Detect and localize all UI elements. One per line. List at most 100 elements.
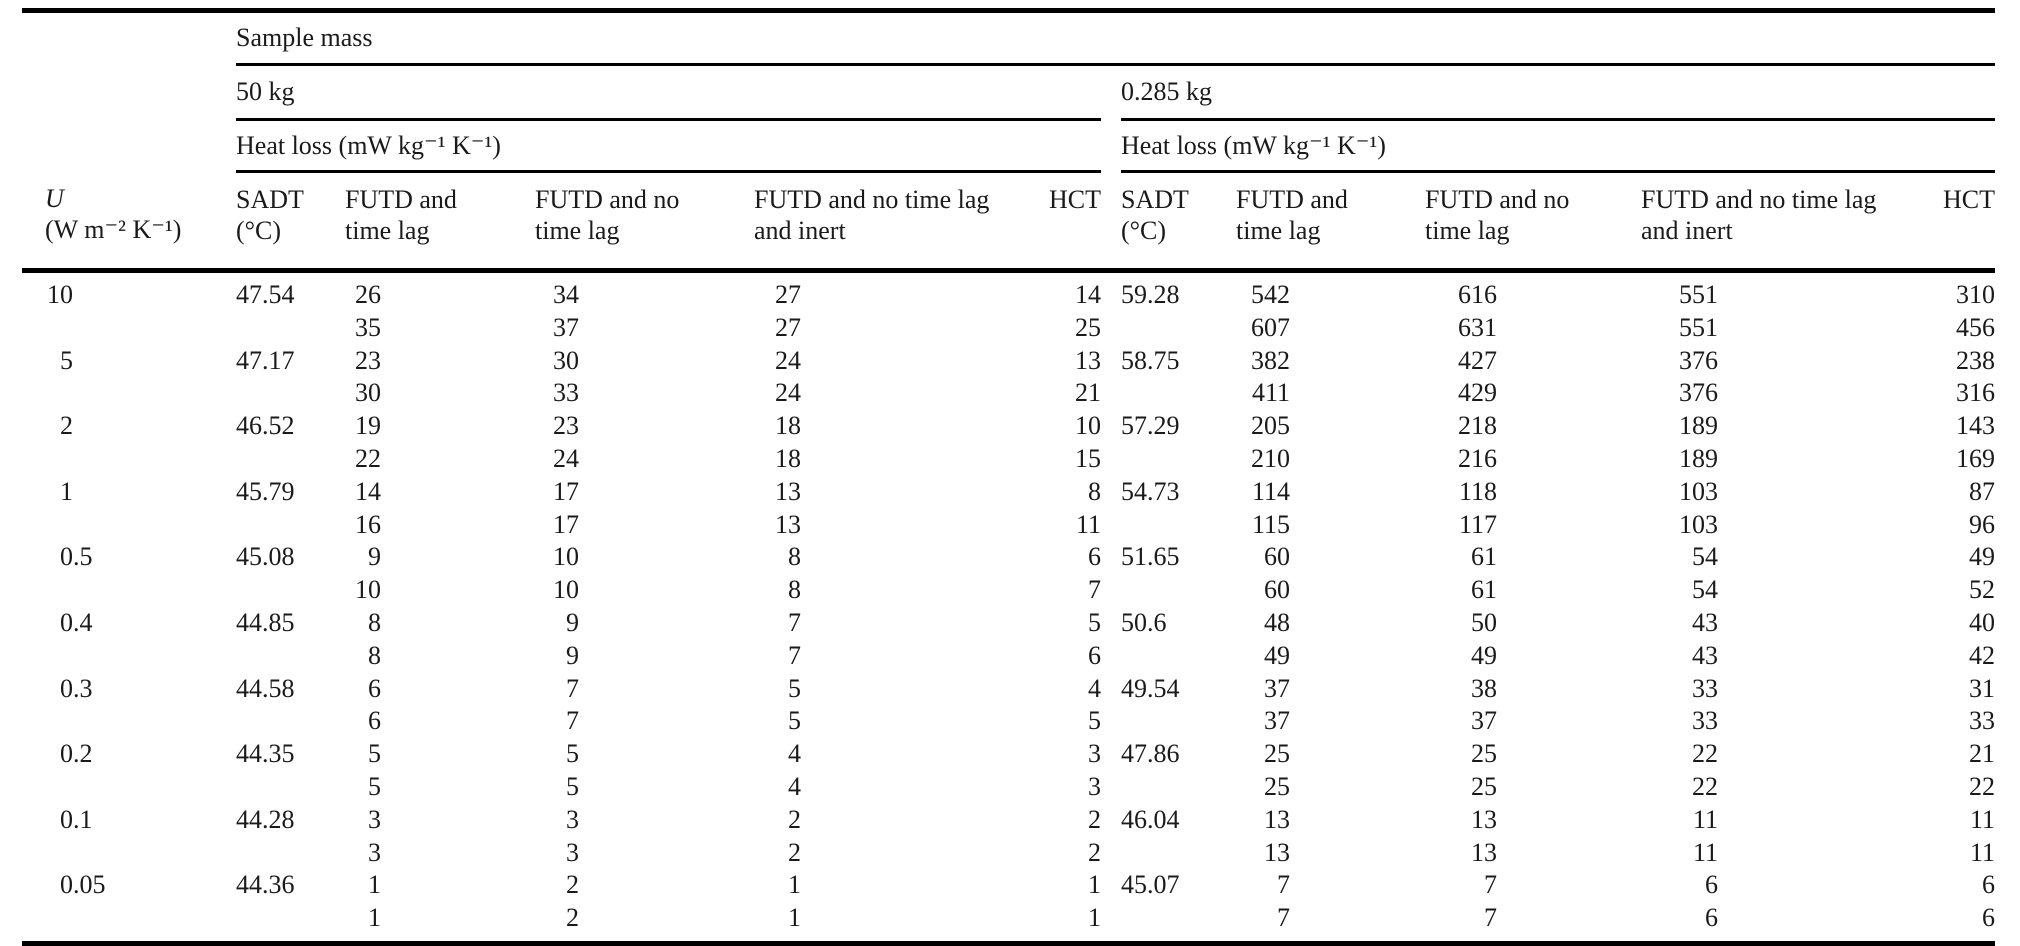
hct-cell-right: 6: [1982, 903, 1996, 933]
futd-no-time-lag-inert-cell-right: 43: [1641, 640, 1900, 673]
value: 54: [1692, 575, 1718, 605]
futd-no-time-lag-cell-right: 13: [1425, 837, 1641, 870]
value: 1: [368, 870, 381, 900]
column-gap: [1101, 804, 1121, 837]
value: 6: [368, 706, 381, 736]
hct-cell-right: 96: [1969, 509, 1996, 539]
value: 49: [1264, 640, 1290, 670]
futd-no-time-lag-inert-cell-right: 551: [1641, 271, 1900, 312]
value: 10: [355, 575, 381, 605]
data-row: 6 7 5 5 37 37 33 33: [22, 705, 1995, 738]
value: 61: [1471, 542, 1497, 572]
data-row: 3 3 2 2 13 13 11 11: [22, 837, 1995, 870]
futd-time-lag-cell-right: 542: [1236, 271, 1425, 312]
data-row: 8 9 7 6 49 49 43 42: [22, 640, 1995, 673]
futd-no-time-lag-inert-column-header-right: FUTD and no time lag and inert: [1641, 171, 1900, 273]
value: 189: [1679, 411, 1718, 441]
value: 9: [566, 607, 579, 637]
value: 43: [1692, 607, 1718, 637]
u-integer-part: 5: [60, 345, 73, 375]
value: 3: [566, 837, 579, 867]
value: 4: [788, 739, 801, 769]
value: 49: [1471, 640, 1497, 670]
sadt-cell-left: 44.35: [236, 739, 295, 769]
u-value-cell: 2: [22, 410, 236, 443]
sadt-cell-left: 46.52: [236, 411, 295, 441]
futd-time-lag-cell-right: 25: [1236, 771, 1425, 804]
hct-cell-right: 11: [1969, 804, 1996, 834]
value: 5: [788, 706, 801, 736]
value: 2: [566, 903, 579, 933]
futd-no-time-lag-cell-right: 631: [1425, 312, 1641, 345]
sadt-cell-left: [236, 640, 345, 673]
value: 33: [1692, 706, 1718, 736]
value: 5: [788, 673, 801, 703]
data-row: 1 2 1 1 7 7 6 6: [22, 902, 1995, 943]
hct-cell-right: 310: [1956, 280, 1996, 309]
value: 38: [1471, 673, 1497, 703]
value: 616: [1458, 280, 1497, 309]
value: 34: [553, 280, 579, 309]
futd-no-time-lag-cell-left: 34: [535, 271, 754, 312]
u-value-cell: 0.1: [22, 804, 236, 837]
value: 7: [566, 706, 579, 736]
value: 25: [1264, 739, 1290, 769]
futd-no-time-lag-cell-left: 17: [535, 476, 754, 509]
futd-time-lag-cell-left: 8: [345, 607, 535, 640]
sadt-cell-left: 44.85: [236, 607, 295, 637]
value: 30: [355, 378, 381, 408]
futd-time-lag-cell-right: 411: [1236, 377, 1425, 410]
sadt-cell-left: 44.58: [236, 673, 295, 703]
sadt-cell-right: [1121, 640, 1236, 673]
value: 7: [1484, 870, 1497, 900]
column-gap: [1101, 902, 1121, 943]
u-column-header: U (W m⁻² K⁻¹): [22, 171, 236, 273]
futd-no-time-lag-cell-left: 10: [535, 574, 754, 607]
futd-no-time-lag-inert-cell-right: 103: [1641, 476, 1900, 509]
value: 37: [553, 312, 579, 342]
u-value-cell: [22, 705, 236, 738]
value: 117: [1458, 509, 1497, 539]
futd-no-time-lag-cell-right: 427: [1425, 345, 1641, 378]
futd-time-lag-column-header-left: FUTD and time lag: [345, 171, 535, 273]
data-row: 22 24 18 15 210 216 189 169: [22, 443, 1995, 476]
value: 24: [775, 345, 801, 375]
value: 13: [1471, 804, 1497, 834]
column-gap: [1101, 574, 1121, 607]
futd-no-time-lag-cell-right: 61: [1425, 541, 1641, 574]
value: 9: [566, 640, 579, 670]
futd-no-time-lag-inert-cell-right: 11: [1641, 837, 1900, 870]
sadt-cell-left: 45.79: [236, 476, 295, 506]
data-row: 16 17 13 11 115 117 103 96: [22, 509, 1995, 542]
u-value-cell: [22, 574, 236, 607]
value: 60: [1264, 575, 1290, 605]
sadt-cell-right: 49.54: [1121, 673, 1180, 703]
value: 2: [788, 804, 801, 834]
sadt-cell-right: 57.29: [1121, 411, 1180, 441]
futd-no-time-lag-inert-cell-right: 33: [1641, 673, 1900, 706]
value: 19: [355, 411, 381, 441]
value: 22: [355, 443, 381, 473]
value: 427: [1458, 345, 1497, 375]
hct-cell-left: 6: [1088, 640, 1101, 670]
hct-cell-left: 1: [1088, 903, 1101, 933]
sadt-cell-left: 47.17: [236, 345, 295, 375]
value: 551: [1679, 280, 1718, 309]
futd-no-time-lag-cell-left: 2: [535, 902, 754, 943]
hct-cell-left: 5: [1088, 706, 1101, 736]
futd-time-lag-cell-right: 13: [1236, 837, 1425, 870]
data-row: 0.5 45.08 9 10 8 6 51.65 60 61 54 49: [22, 541, 1995, 574]
futd-time-lag-cell-right: 205: [1236, 410, 1425, 443]
futd-time-lag-cell-left: 9: [345, 541, 535, 574]
hct-cell-right: 40: [1969, 607, 1996, 637]
hct-cell-left: 14: [1075, 280, 1101, 309]
value: 3: [368, 837, 381, 867]
futd-no-time-lag-inert-cell-right: 6: [1641, 869, 1900, 902]
futd-no-time-lag-cell-right: 25: [1425, 738, 1641, 771]
hct-cell-left: 10: [1075, 411, 1101, 441]
futd-no-time-lag-inert-cell-left: 18: [754, 443, 1000, 476]
u-fraction-part: .2: [73, 739, 93, 769]
futd-time-lag-cell-left: 6: [345, 673, 535, 706]
futd-no-time-lag-inert-cell-right: 189: [1641, 410, 1900, 443]
u-value-cell: [22, 640, 236, 673]
